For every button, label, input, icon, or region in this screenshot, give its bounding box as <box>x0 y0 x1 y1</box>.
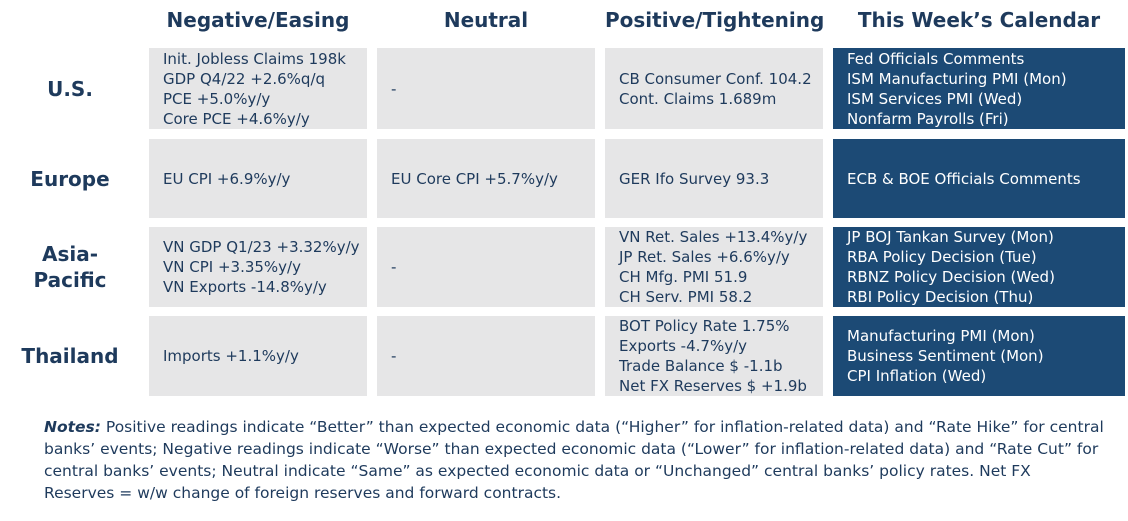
cell-line: Manufacturing PMI (Mon) <box>847 327 1035 345</box>
row-label-0: U.S. <box>47 76 93 101</box>
cell-line: Trade Balance $ -1.1b <box>619 357 783 375</box>
cell-line: Nonfarm Payrolls (Fri) <box>847 109 1009 128</box>
header-negative-easing: Negative/Easing <box>166 8 350 32</box>
cell-line: ECB & BOE Officials Comments <box>847 169 1081 188</box>
cell-line: Fed Officials Comments <box>847 49 1025 68</box>
header-positive-tightening: Positive/Tightening <box>605 8 825 32</box>
notes-paragraph: Notes: Positive readings indicate “Bette… <box>44 416 1104 504</box>
cell-neutral: - <box>377 316 595 396</box>
cell-positive: GER Ifo Survey 93.3 <box>605 139 823 218</box>
cell-neutral: - <box>377 48 595 129</box>
cell-negative: VN GDP Q1/23 +3.32%y/y VN CPI +3.35%y/y VN… <box>149 227 367 307</box>
cell-line: BOT Policy Rate 1.75% <box>619 317 790 335</box>
cell-line: - <box>391 347 397 365</box>
cell-line: - <box>391 79 397 98</box>
row-label-1: Europe <box>30 166 110 191</box>
cell-neutral: - <box>377 227 595 307</box>
cell-line: CH Serv. PMI 58.2 <box>619 288 753 306</box>
notes-label: Notes: <box>44 418 101 436</box>
cell-calendar: Fed Officials Comments ISM Manufacturing … <box>833 48 1125 129</box>
cell-line: CB Consumer Conf. 104.2 <box>619 69 812 88</box>
header-this-weeks-calendar: This Week’s Calendar <box>857 8 1101 32</box>
cell-line: JP BOJ Tankan Survey (Mon) <box>847 228 1054 246</box>
cell-line: Imports +1.1%y/y <box>163 347 299 365</box>
cell-line: CPI Inflation (Wed) <box>847 367 987 385</box>
cell-line: GER Ifo Survey 93.3 <box>619 169 770 188</box>
cell-line: Cont. Claims 1.689m <box>619 89 777 108</box>
cell-negative: Init. Jobless Claims 198k GDP Q4/22 +2.6%… <box>149 48 367 129</box>
row-label-3: Thailand <box>21 344 119 368</box>
cell-line: JP Ret. Sales +6.6%y/y <box>619 248 790 266</box>
cell-positive: VN Ret. Sales +13.4%y/y JP Ret. Sales +6.… <box>605 227 823 307</box>
cell-line: VN Ret. Sales +13.4%y/y <box>619 228 808 246</box>
cell-line: Net FX Reserves $ +1.9b <box>619 377 807 395</box>
cell-calendar: Manufacturing PMI (Mon) Business Sentimen… <box>833 316 1125 396</box>
cell-line: CH Mfg. PMI 51.9 <box>619 268 748 286</box>
cell-calendar: ECB & BOE Officials Comments <box>833 139 1125 218</box>
cell-line: VN CPI +3.35%y/y <box>163 258 301 276</box>
cell-line: Business Sentiment (Mon) <box>847 347 1044 365</box>
cell-line: VN GDP Q1/23 +3.32%y/y <box>163 238 360 256</box>
cell-line: Init. Jobless Claims 198k <box>163 49 346 68</box>
notes-text: Positive readings indicate “Better” than… <box>44 418 1104 502</box>
cell-line: EU Core CPI +5.7%y/y <box>391 169 558 188</box>
cell-calendar: JP BOJ Tankan Survey (Mon) RBA Policy Dec… <box>833 227 1125 307</box>
cell-line: Core PCE +4.6%y/y <box>163 109 310 128</box>
cell-line: ISM Services PMI (Wed) <box>847 89 1023 108</box>
cell-line: ISM Manufacturing PMI (Mon) <box>847 69 1067 88</box>
row-label-2: Asia- Pacific <box>33 242 107 292</box>
cell-line: RBI Policy Decision (Thu) <box>847 288 1034 306</box>
header-neutral: Neutral <box>443 8 529 32</box>
cell-neutral: EU Core CPI +5.7%y/y <box>377 139 595 218</box>
cell-line: Exports -4.7%y/y <box>619 337 748 355</box>
cell-line: VN Exports -14.8%y/y <box>163 278 327 296</box>
cell-line: RBNZ Policy Decision (Wed) <box>847 268 1055 286</box>
cell-line: - <box>391 258 397 276</box>
cell-line: RBA Policy Decision (Tue) <box>847 248 1037 266</box>
cell-line: EU CPI +6.9%y/y <box>163 169 291 188</box>
cell-line: PCE +5.0%y/y <box>163 89 271 108</box>
cell-line: GDP Q4/22 +2.6%q/q <box>163 69 326 88</box>
cell-positive: CB Consumer Conf. 104.2 Cont. Claims 1.68… <box>605 48 823 129</box>
cell-negative: EU CPI +6.9%y/y <box>149 139 367 218</box>
cell-positive: BOT Policy Rate 1.75% Exports -4.7%y/y Tra… <box>605 316 823 396</box>
cell-negative: Imports +1.1%y/y <box>149 316 367 396</box>
